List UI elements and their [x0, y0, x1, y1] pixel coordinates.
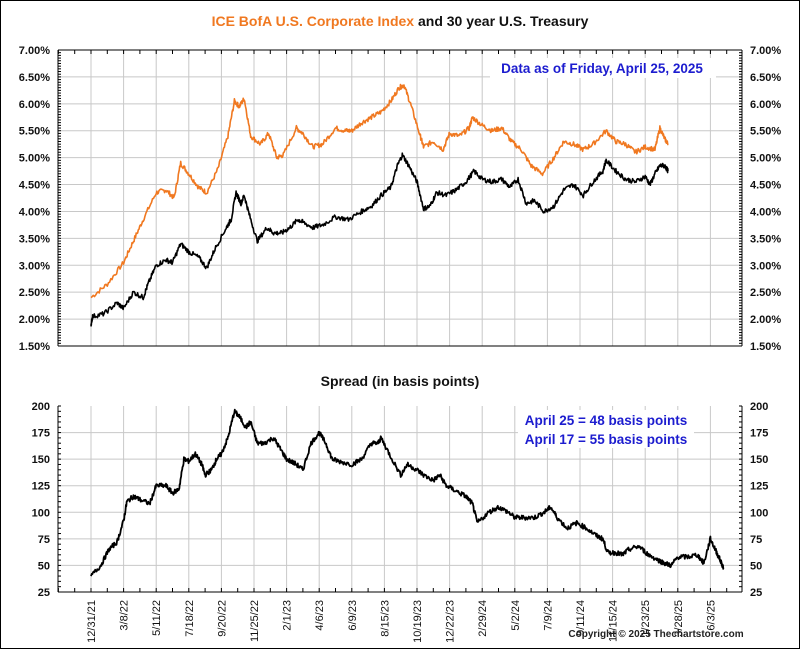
- top-ytick-right: 5.00%: [750, 153, 781, 165]
- top-ytick-right: 5.50%: [750, 126, 781, 138]
- x-tick-label: 10/19/23: [412, 600, 424, 643]
- top-title-part-0: ICE BofA U.S. Corporate Index: [212, 13, 415, 29]
- top-ytick-right: 2.50%: [750, 287, 781, 299]
- top-ytick-right: 3.00%: [750, 260, 781, 272]
- x-tick-label: 6/9/23: [347, 600, 359, 631]
- x-tick-label: 7/18/22: [184, 600, 196, 637]
- x-tick-label: 7/9/24: [542, 600, 554, 631]
- top-chart-grid: [58, 50, 742, 346]
- top-ytick-left: 3.00%: [19, 260, 50, 272]
- bot-ytick-left: 100: [32, 507, 50, 519]
- bot-ytick-right: 175: [750, 428, 768, 440]
- x-tick-label: 1/23/25: [640, 600, 652, 637]
- bottom-annotation-bg: [518, 410, 694, 448]
- bot-ytick-left: 200: [32, 401, 50, 413]
- bot-ytick-right: 25: [750, 587, 762, 599]
- top-annotation-bg: [490, 58, 716, 78]
- top-title-part-1: and 30 year U.S. Treasury: [414, 13, 589, 29]
- bottom-chart-lines: [90, 408, 725, 577]
- bottom-annotation-1: April 25 = 48 basis points: [525, 413, 687, 428]
- top-ytick-left: 3.50%: [19, 233, 50, 245]
- bottom-chart-axes: 200 200 175 175 150 150 125 125 100 100 75 75 50 50 25…: [32, 401, 769, 599]
- x-tick-label: 9/20/22: [216, 600, 228, 637]
- top-ytick-right: 2.00%: [750, 314, 781, 326]
- bottom-annotation-2: April 17 = 55 basis points: [525, 432, 687, 447]
- series-line-corporate-index: [90, 83, 669, 299]
- bot-ytick-right: 150: [750, 454, 768, 466]
- x-tick-label: 8/15/23: [379, 600, 391, 637]
- top-chart-lines: [90, 83, 669, 327]
- x-tick-label: 12/22/23: [445, 600, 457, 643]
- top-chart-axes: 7.00% 7.00% 6.50% 6.50% 6.00% 6.00% 5.50% 5.50%…: [19, 45, 782, 353]
- top-ytick-left: 4.00%: [19, 206, 50, 218]
- series-line-spread: [90, 408, 725, 577]
- x-tick-label: 5/2/24: [510, 600, 522, 631]
- bot-ytick-right: 100: [750, 507, 768, 519]
- bot-ytick-left: 50: [38, 560, 50, 572]
- bot-ytick-left: 75: [38, 534, 50, 546]
- x-tick-label: 5/11/22: [151, 600, 163, 636]
- bot-ytick-right: 50: [750, 560, 762, 572]
- x-tick-label: 11/25/22: [249, 600, 261, 642]
- bot-ytick-left: 125: [32, 481, 50, 493]
- bottom-chart-title: Spread (in basis points): [321, 373, 480, 389]
- top-ytick-left: 4.50%: [19, 180, 50, 192]
- bot-ytick-right: 75: [750, 534, 762, 546]
- top-ytick-left: 2.50%: [19, 287, 50, 299]
- top-annotation: Data as of Friday, April 25, 2025: [501, 61, 703, 76]
- bot-ytick-left: 150: [32, 454, 50, 466]
- bot-ytick-left: 25: [38, 587, 50, 599]
- top-ytick-right: 1.50%: [750, 341, 781, 353]
- top-ytick-left: 6.50%: [19, 72, 50, 84]
- top-ytick-right: 3.50%: [750, 233, 781, 245]
- bot-ytick-left: 175: [32, 428, 50, 440]
- top-ytick-right: 4.50%: [750, 180, 781, 192]
- top-ytick-left: 2.00%: [19, 314, 50, 326]
- bot-ytick-right: 125: [750, 481, 768, 493]
- x-tick-label: 12/31/21: [86, 600, 98, 643]
- x-tick-label: 3/28/25: [673, 600, 685, 637]
- top-ytick-right: 6.50%: [750, 72, 781, 84]
- series-line-treasury-30y: [90, 152, 669, 327]
- x-tick-label: 2/1/23: [282, 600, 294, 631]
- top-ytick-left: 5.00%: [19, 153, 50, 165]
- top-ytick-left: 1.50%: [19, 341, 50, 353]
- top-ytick-left: 5.50%: [19, 126, 50, 138]
- x-axis-labels: 12/31/21 3/8/22 5/11/22 7/18/22 9/20/22 11/25…: [86, 600, 717, 643]
- top-ytick-right: 7.00%: [750, 45, 781, 57]
- top-ytick-left: 6.00%: [19, 99, 50, 111]
- x-tick-label: 9/11/24: [575, 600, 587, 636]
- x-tick-label: 4/6/23: [314, 600, 326, 631]
- top-chart-title: ICE BofA U.S. Corporate Index and 30 yea…: [212, 13, 589, 29]
- x-tick-label: 3/8/22: [119, 600, 131, 631]
- bot-ytick-right: 200: [750, 401, 768, 413]
- x-tick-label: 6/3/25: [705, 600, 717, 631]
- top-ytick-right: 4.00%: [750, 206, 781, 218]
- top-ytick-left: 7.00%: [19, 45, 50, 57]
- copyright-text: Copyright © 2025 Thechartstore.com: [568, 629, 743, 640]
- x-tick-label: 11/15/24: [608, 600, 620, 642]
- top-ytick-right: 6.00%: [750, 99, 781, 111]
- x-tick-label: 2/29/24: [477, 600, 489, 637]
